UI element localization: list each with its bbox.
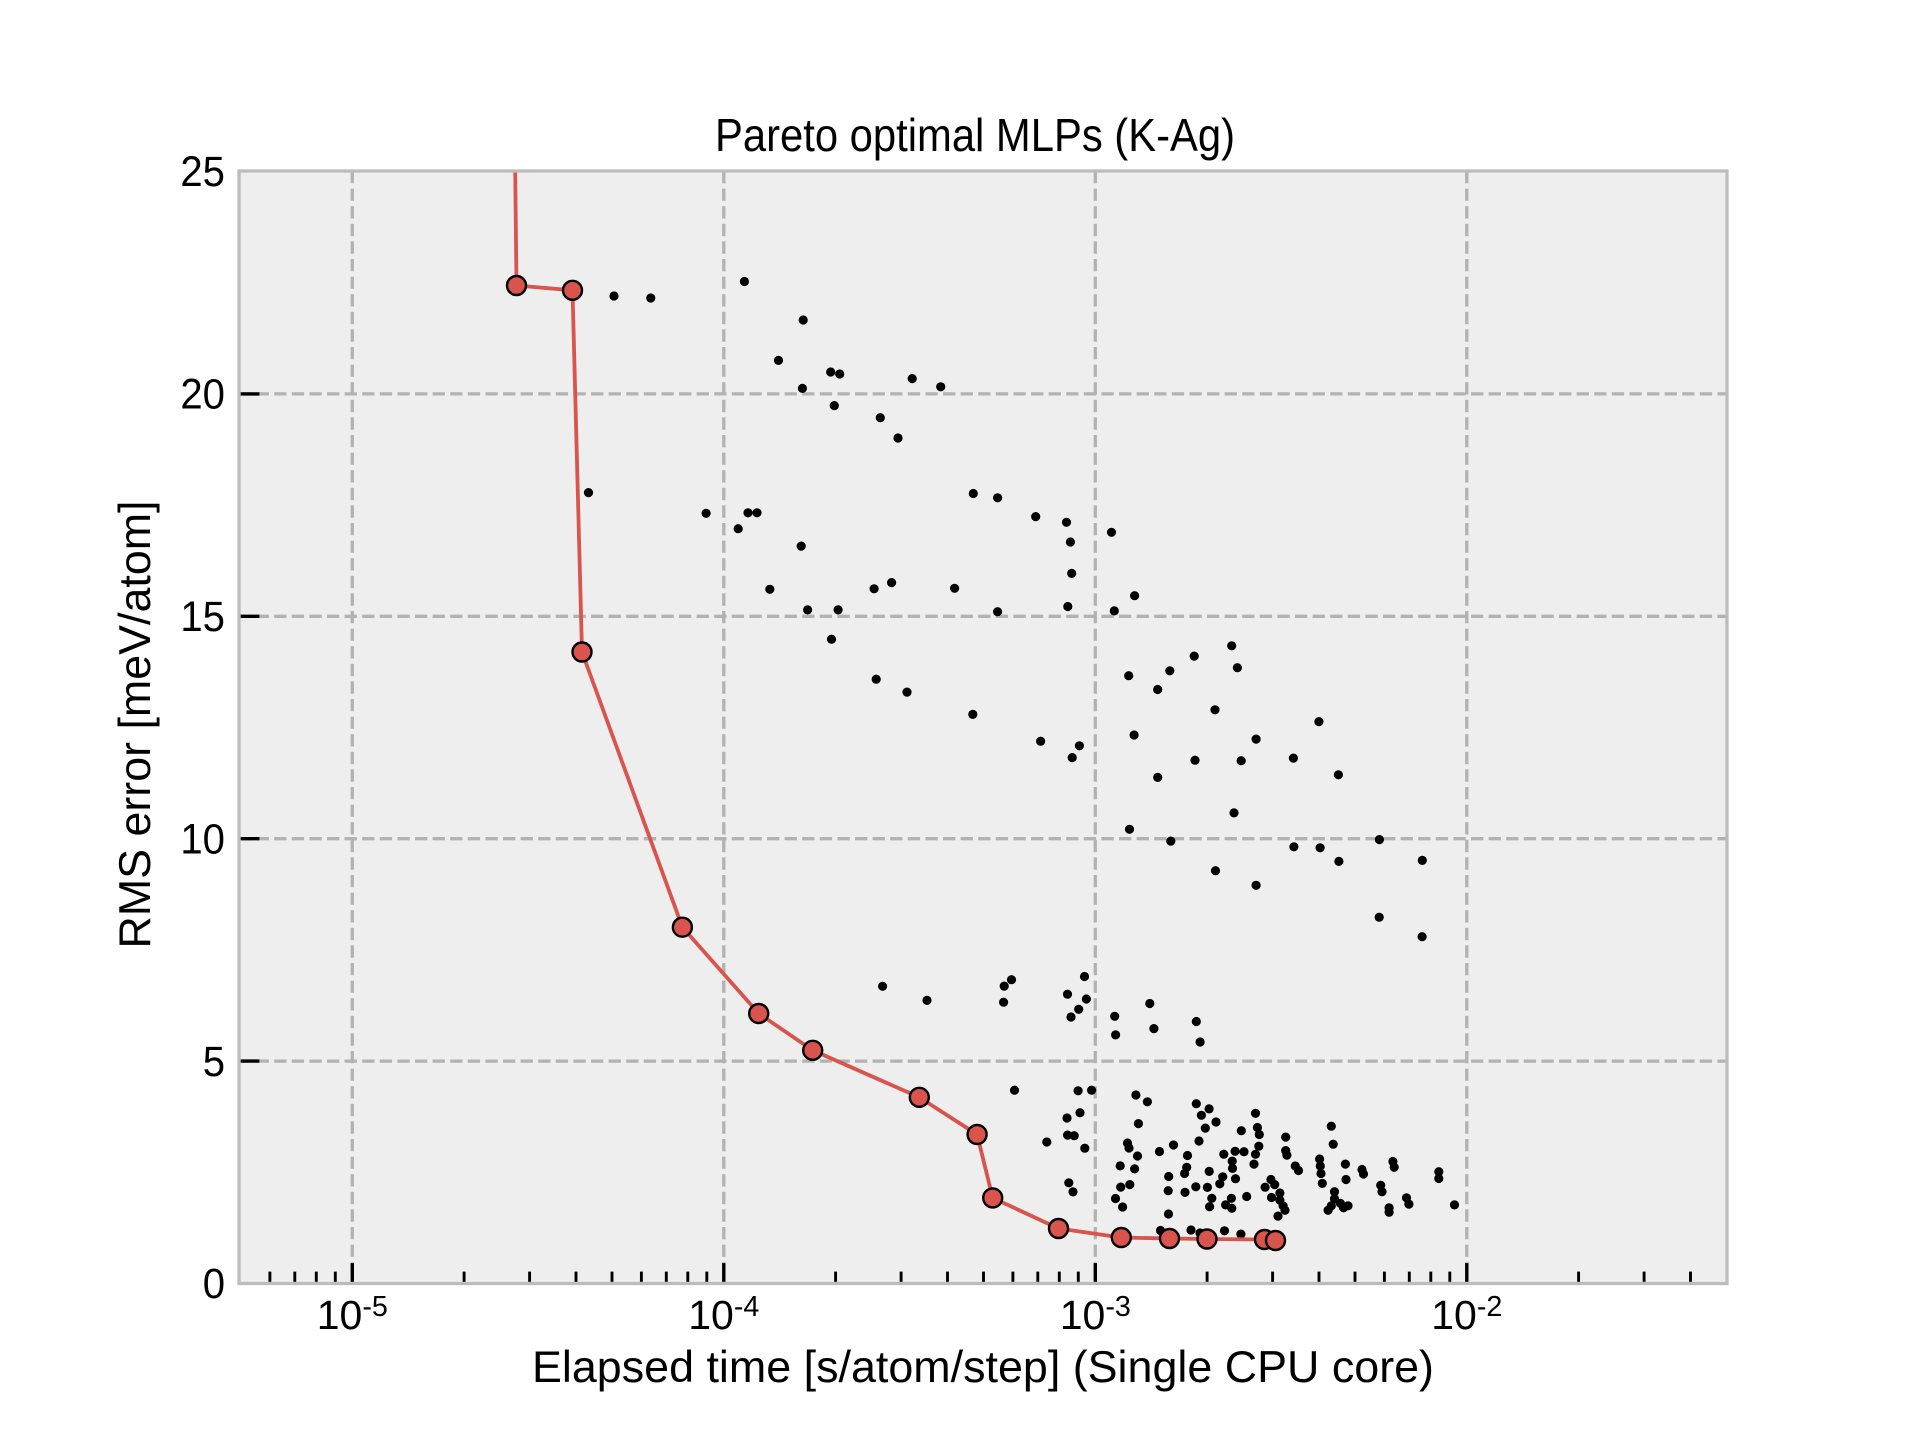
svg-text:10: 10: [180, 816, 225, 863]
svg-text:5: 5: [203, 1039, 225, 1086]
svg-text:RMS error [meV/atom]: RMS error [meV/atom]: [111, 501, 160, 949]
svg-text:Elapsed time [s/atom/step] (Si: Elapsed time [s/atom/step] (Single CPU c…: [532, 1343, 1434, 1392]
svg-text:0: 0: [203, 1261, 225, 1308]
svg-text:10-2: 10-2: [1431, 1291, 1502, 1338]
svg-text:Pareto optimal MLPs (K-Ag): Pareto optimal MLPs (K-Ag): [715, 109, 1235, 161]
svg-text:15: 15: [180, 594, 225, 641]
svg-text:20: 20: [180, 372, 225, 419]
svg-text:25: 25: [180, 149, 225, 196]
